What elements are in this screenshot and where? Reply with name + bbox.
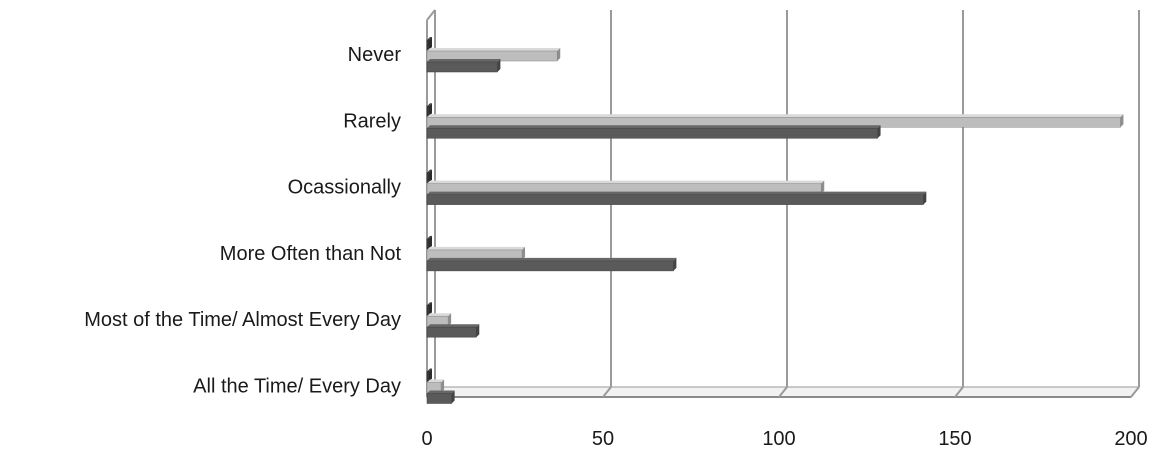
tick-label: 0 — [421, 428, 432, 450]
category-label: All the Time/ Every Day — [193, 376, 401, 398]
bar — [426, 191, 927, 205]
tick-label: 150 — [938, 428, 971, 450]
bar — [426, 313, 452, 327]
bar — [426, 257, 677, 272]
bar — [426, 59, 501, 73]
y-axis-top-edge — [426, 9, 436, 21]
tick-label: 100 — [762, 428, 795, 450]
category-label: More Often than Not — [220, 243, 402, 265]
category-label: Rarely — [343, 110, 401, 132]
category-label: Ocassionally — [288, 177, 401, 199]
gridline-foot — [778, 386, 788, 398]
bars — [426, 37, 1124, 404]
gridline-foot — [602, 386, 612, 398]
bar — [426, 390, 455, 404]
category-labels: Never Rarely Ocassionally More Often than N… — [84, 44, 401, 398]
bar — [426, 125, 881, 139]
bar — [426, 103, 432, 117]
tick-label: 50 — [592, 428, 614, 450]
bar — [426, 379, 445, 393]
bar — [426, 246, 526, 261]
gridline-foot — [954, 386, 964, 398]
category-label: Never — [348, 44, 402, 66]
gridline-foot — [1130, 386, 1140, 398]
x-axis-tick-labels: 0 50 100 150 200 — [421, 428, 1147, 450]
bar — [426, 324, 480, 338]
bar — [426, 368, 432, 382]
tick-label: 200 — [1114, 428, 1147, 450]
bar — [426, 37, 432, 51]
bar — [426, 235, 432, 250]
category-label: Most of the Time/ Almost Every Day — [84, 309, 401, 331]
bar — [426, 169, 432, 183]
